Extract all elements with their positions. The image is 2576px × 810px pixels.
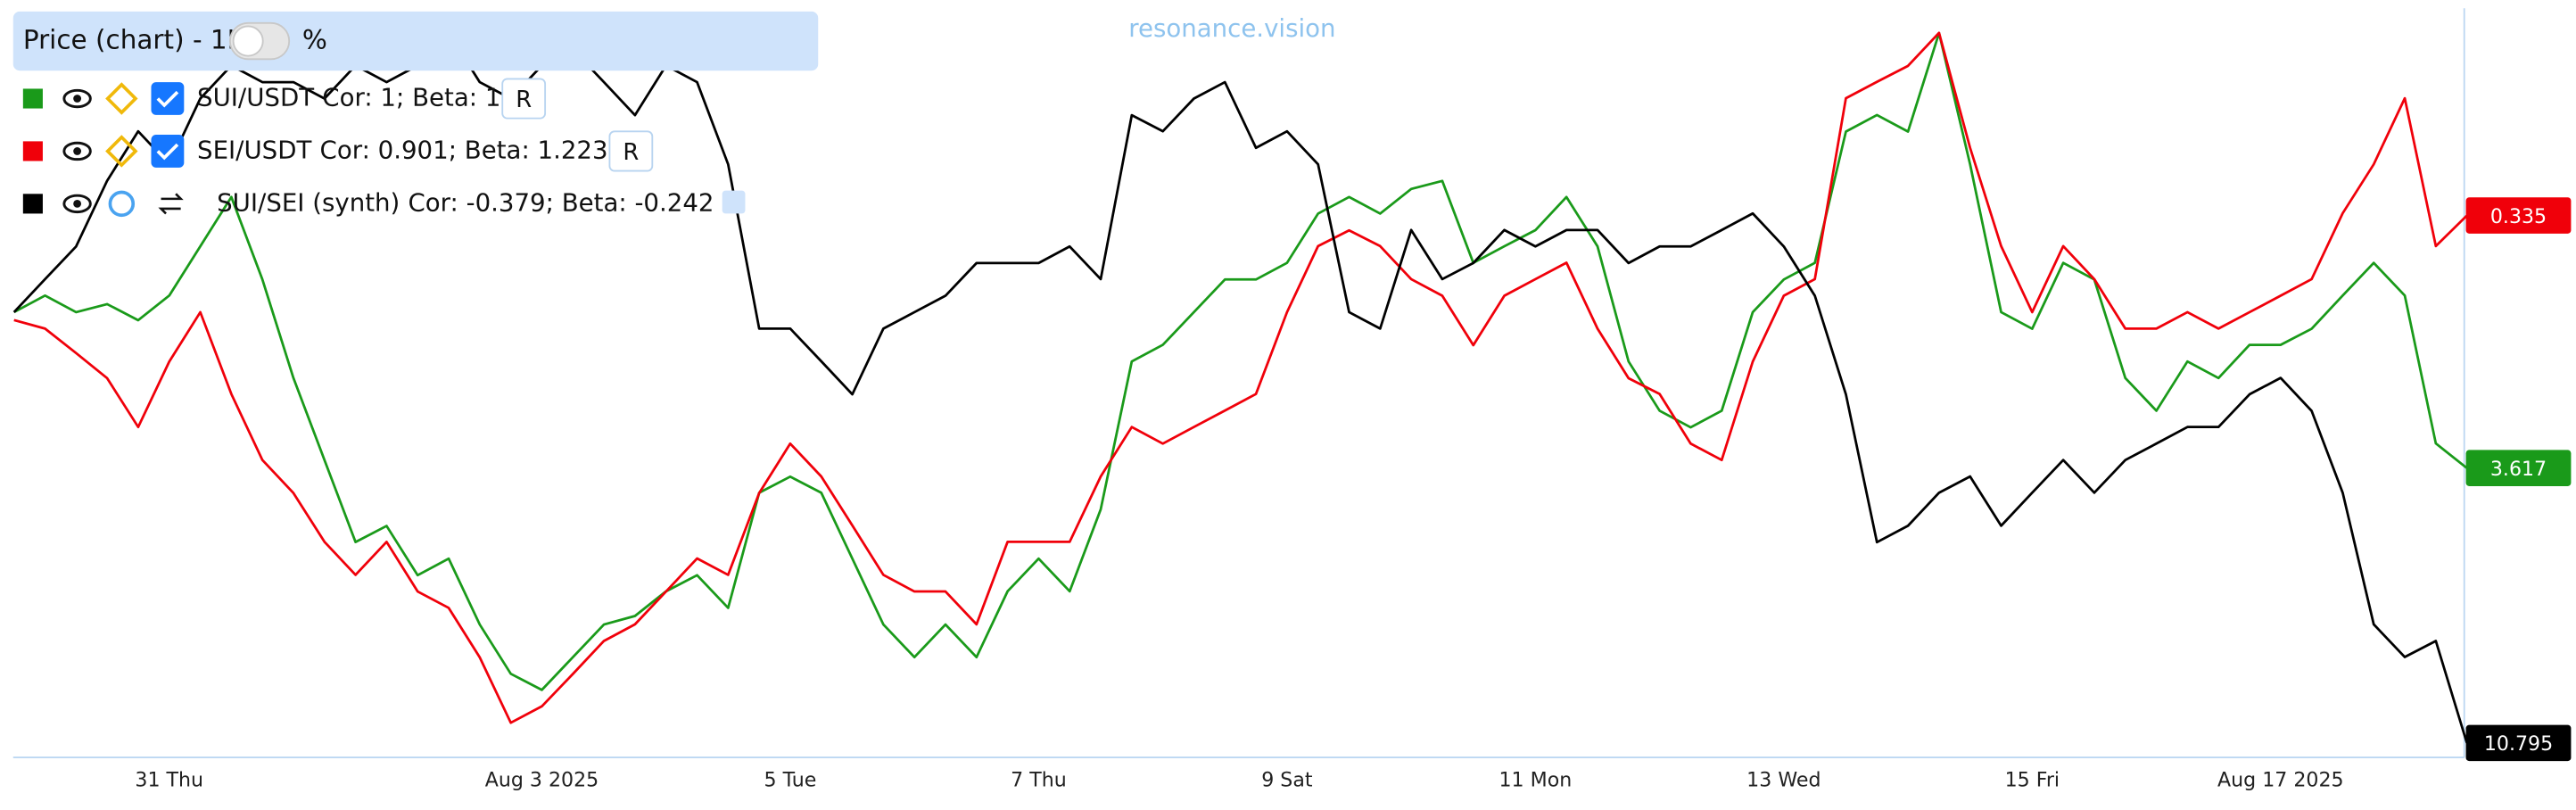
exchange-icon <box>105 135 138 168</box>
header-title: Price (chart) - 1H <box>23 25 247 55</box>
x-tick-label: 31 Thu <box>135 768 203 791</box>
price-tags: 3.617 0.335 10.795 <box>2465 197 2572 762</box>
price-tag-label: 10.795 <box>2484 732 2553 756</box>
legend-swatch <box>22 88 43 109</box>
x-tick-label: 13 Wed <box>1746 768 1821 791</box>
series-line <box>13 31 2468 724</box>
legend-stats: Cor: 1; Beta: 1 <box>322 83 500 112</box>
price-tag <box>2465 197 2572 234</box>
x-tick-label: 11 Mon <box>1499 768 1573 791</box>
legend-name: SUI/USDT <box>197 83 314 112</box>
eye-icon[interactable] <box>62 194 92 214</box>
price-tag-label: 3.617 <box>2490 458 2547 481</box>
price-tag <box>2465 724 2572 762</box>
eye-pupil <box>73 199 82 208</box>
settings-button[interactable] <box>722 190 746 214</box>
legend-name: SUI/SEI (synth) <box>217 187 400 217</box>
legend-stats: Cor: -0.379; Beta: -0.242 <box>409 187 714 217</box>
x-tick-label: 9 Sat <box>1261 768 1313 791</box>
eye-pupil <box>73 147 82 155</box>
legend-swatch <box>22 141 43 161</box>
synth-icon <box>108 190 136 218</box>
eye-icon[interactable] <box>62 88 92 109</box>
reset-button-label: R <box>623 139 639 166</box>
checkbox[interactable] <box>151 82 185 115</box>
legend-stats: Cor: 0.901; Beta: 1.223 <box>320 135 608 164</box>
x-tick-label: 5 Tue <box>764 768 817 791</box>
swap-icon <box>158 193 184 215</box>
series-line <box>13 31 2468 691</box>
legend: SUI/USDT Cor: 1; Beta: 1 R SEI/USDT Cor: 0.9… <box>22 78 746 218</box>
exchange-icon <box>105 82 138 115</box>
legend-entry: SUI/USDT Cor: 1; Beta: 1 <box>197 83 500 112</box>
x-tick-label: 15 Fri <box>2005 768 2060 791</box>
header-box <box>12 11 819 71</box>
x-tick-label: Aug 3 2025 <box>485 768 599 791</box>
legend-entry: SEI/USDT Cor: 0.901; Beta: 1.223 <box>197 135 608 164</box>
eye-pupil <box>73 95 82 103</box>
overlay: Price (chart) - 1H % SUI/USDT Cor: 1; Bet… <box>12 11 819 218</box>
legend-swatch <box>22 194 43 214</box>
eye-icon[interactable] <box>62 141 92 161</box>
legend-name: SEI/USDT <box>197 135 311 164</box>
watermark: resonance.vision <box>1128 13 1335 43</box>
price-tag-label: 0.335 <box>2490 205 2547 228</box>
price-tag <box>2465 450 2572 486</box>
x-tick-label: 7 Thu <box>1011 768 1067 791</box>
x-tick-label: Aug 17 2025 <box>2217 768 2344 791</box>
toggle-label: % <box>302 25 327 55</box>
x-axis: 31 Thu Aug 3 2025 5 Tue 7 Thu 9 Sat 11 Mon 13 … <box>135 768 2343 791</box>
reset-button-label: R <box>516 87 532 113</box>
legend-entry: SUI/SEI (synth) Cor: -0.379; Beta: -0.242 <box>217 187 714 217</box>
reset-button[interactable] <box>501 78 547 120</box>
checkmark <box>156 143 179 161</box>
checkbox[interactable] <box>151 135 185 168</box>
checkmark <box>156 90 179 108</box>
toggle-knob <box>232 25 264 57</box>
reset-button[interactable] <box>608 130 654 172</box>
